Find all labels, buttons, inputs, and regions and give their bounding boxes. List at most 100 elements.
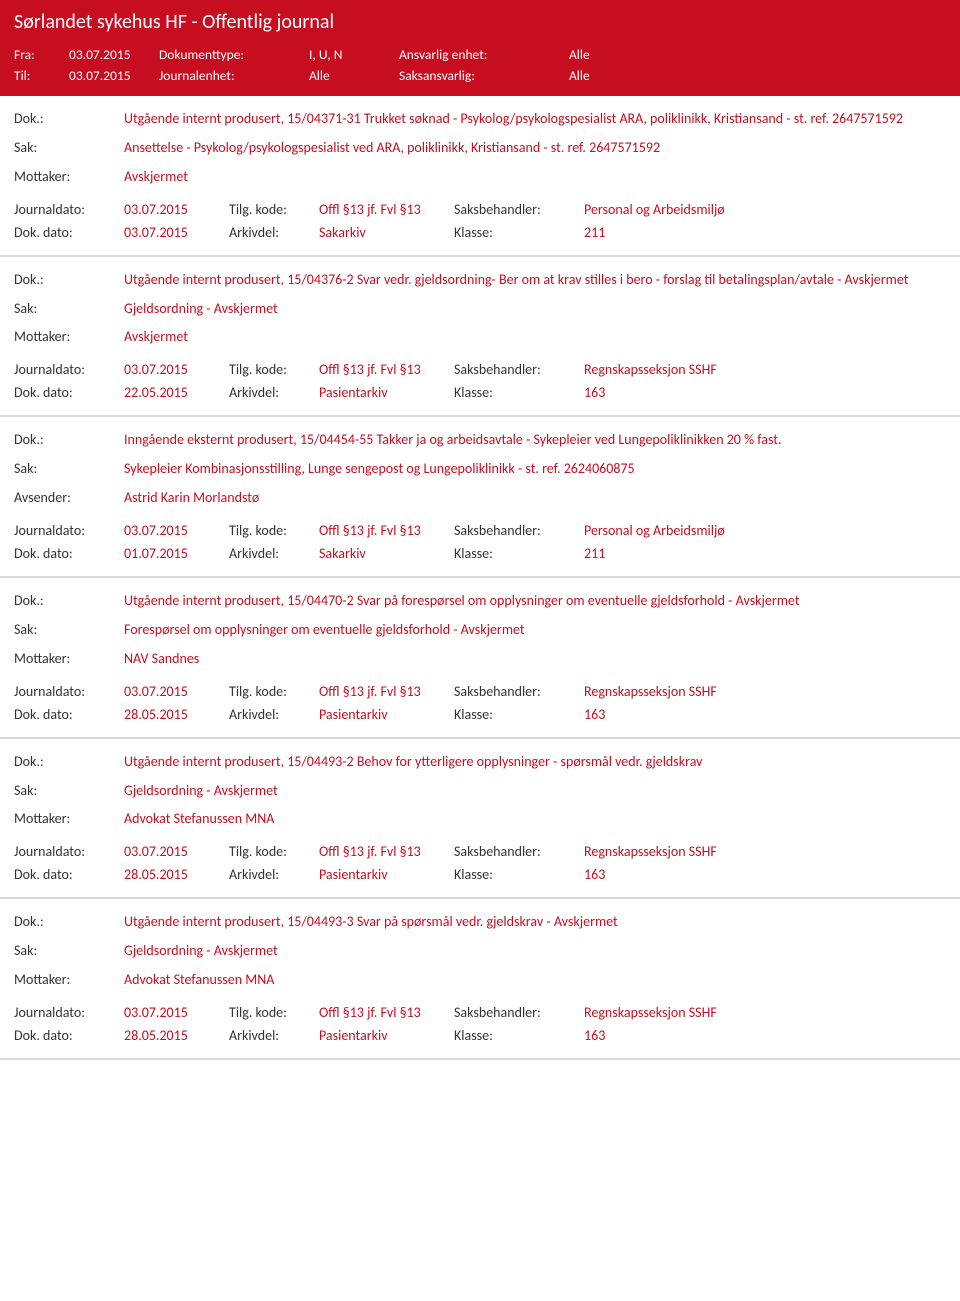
party-value: Astrid Karin Morlandstø (124, 489, 946, 508)
filter-doktype-label: Dokumenttype: (159, 46, 309, 63)
klasse-value: 211 (584, 545, 946, 562)
saksbehandler-label: Saksbehandler: (454, 522, 584, 539)
journal-entry: Dok.: Inngående eksternt produsert, 15/0… (0, 417, 960, 578)
filter-saksansvarlig-label: Saksansvarlig: (399, 67, 569, 84)
dokdato-label: Dok. dato: (14, 545, 124, 562)
journaldato-value: 03.07.2015 (124, 522, 229, 539)
tilg-label: Tilg. kode: (229, 843, 319, 860)
party-value: Avskjermet (124, 168, 946, 187)
klasse-label: Klasse: (454, 384, 584, 401)
filter-fra-value: 03.07.2015 (69, 46, 159, 63)
sak-label: Sak: (14, 942, 124, 961)
journal-entry: Dok.: Utgående internt produsert, 15/044… (0, 578, 960, 739)
journaldato-label: Journaldato: (14, 1004, 124, 1021)
sak-label: Sak: (14, 621, 124, 640)
dokdato-label: Dok. dato: (14, 1027, 124, 1044)
tilg-label: Tilg. kode: (229, 1004, 319, 1021)
sak-label: Sak: (14, 300, 124, 319)
klasse-label: Klasse: (454, 706, 584, 723)
sak-label: Sak: (14, 460, 124, 479)
tilg-label: Tilg. kode: (229, 683, 319, 700)
dok-label: Dok.: (14, 431, 124, 450)
dok-label: Dok.: (14, 592, 124, 611)
dokdato-label: Dok. dato: (14, 384, 124, 401)
filter-journalenhet-value: Alle (309, 67, 399, 84)
dok-value: Utgående internt produsert, 15/04493-2 B… (124, 753, 946, 772)
journaldato-value: 03.07.2015 (124, 201, 229, 218)
sak-value: Gjeldsordning - Avskjermet (124, 942, 946, 961)
klasse-label: Klasse: (454, 224, 584, 241)
saksbehandler-value: Personal og Arbeidsmiljø (584, 522, 946, 539)
dok-label: Dok.: (14, 753, 124, 772)
saksbehandler-label: Saksbehandler: (454, 201, 584, 218)
tilg-value: Offl §13 jf. Fvl §13 (319, 361, 454, 378)
arkivdel-value: Pasientarkiv (319, 866, 454, 883)
journaldato-label: Journaldato: (14, 201, 124, 218)
tilg-value: Offl §13 jf. Fvl §13 (319, 201, 454, 218)
filter-ansvarlig-label: Ansvarlig enhet: (399, 46, 569, 63)
dokdato-value: 01.07.2015 (124, 545, 229, 562)
dok-label: Dok.: (14, 110, 124, 129)
saksbehandler-value: Regnskapsseksjon SSHF (584, 1004, 946, 1021)
journal-entry: Dok.: Utgående internt produsert, 15/044… (0, 739, 960, 900)
filter-til-value: 03.07.2015 (69, 67, 159, 84)
saksbehandler-label: Saksbehandler: (454, 361, 584, 378)
dokdato-value: 28.05.2015 (124, 866, 229, 883)
party-value: Avskjermet (124, 328, 946, 347)
tilg-value: Offl §13 jf. Fvl §13 (319, 683, 454, 700)
dok-value: Utgående internt produsert, 15/04470-2 S… (124, 592, 946, 611)
dokdato-label: Dok. dato: (14, 706, 124, 723)
arkivdel-value: Pasientarkiv (319, 706, 454, 723)
filter-bar: Fra: 03.07.2015 Dokumenttype: I, U, N An… (0, 40, 960, 96)
arkivdel-label: Arkivdel: (229, 384, 319, 401)
party-value: NAV Sandnes (124, 650, 946, 669)
dok-value: Utgående internt produsert, 15/04493-3 S… (124, 913, 946, 932)
tilg-value: Offl §13 jf. Fvl §13 (319, 522, 454, 539)
filter-doktype-value: I, U, N (309, 46, 399, 63)
dok-value: Utgående internt produsert, 15/04376-2 S… (124, 271, 946, 290)
journaldato-label: Journaldato: (14, 843, 124, 860)
journaldato-value: 03.07.2015 (124, 683, 229, 700)
filter-til-label: Til: (14, 67, 69, 84)
klasse-label: Klasse: (454, 1027, 584, 1044)
journal-entry: Dok.: Utgående internt produsert, 15/043… (0, 96, 960, 257)
filter-saksansvarlig-value: Alle (569, 67, 946, 84)
sak-label: Sak: (14, 782, 124, 801)
dokdato-value: 03.07.2015 (124, 224, 229, 241)
klasse-value: 163 (584, 866, 946, 883)
tilg-value: Offl §13 jf. Fvl §13 (319, 1004, 454, 1021)
tilg-label: Tilg. kode: (229, 201, 319, 218)
sak-label: Sak: (14, 139, 124, 158)
klasse-label: Klasse: (454, 545, 584, 562)
arkivdel-value: Sakarkiv (319, 224, 454, 241)
journaldato-value: 03.07.2015 (124, 361, 229, 378)
saksbehandler-label: Saksbehandler: (454, 683, 584, 700)
arkivdel-value: Pasientarkiv (319, 384, 454, 401)
klasse-value: 163 (584, 706, 946, 723)
party-value: Advokat Stefanussen MNA (124, 810, 946, 829)
tilg-label: Tilg. kode: (229, 361, 319, 378)
filter-ansvarlig-value: Alle (569, 46, 946, 63)
journaldato-label: Journaldato: (14, 522, 124, 539)
saksbehandler-label: Saksbehandler: (454, 1004, 584, 1021)
dokdato-value: 28.05.2015 (124, 1027, 229, 1044)
klasse-label: Klasse: (454, 866, 584, 883)
page-title: Sørlandet sykehus HF - Offentlig journal (0, 0, 960, 40)
arkivdel-label: Arkivdel: (229, 224, 319, 241)
journaldato-value: 03.07.2015 (124, 1004, 229, 1021)
party-value: Advokat Stefanussen MNA (124, 971, 946, 990)
journaldato-label: Journaldato: (14, 683, 124, 700)
klasse-value: 163 (584, 384, 946, 401)
tilg-label: Tilg. kode: (229, 522, 319, 539)
dokdato-value: 22.05.2015 (124, 384, 229, 401)
tilg-value: Offl §13 jf. Fvl §13 (319, 843, 454, 860)
journaldato-value: 03.07.2015 (124, 843, 229, 860)
party-label: Mottaker: (14, 650, 124, 669)
sak-value: Gjeldsordning - Avskjermet (124, 782, 946, 801)
dokdato-value: 28.05.2015 (124, 706, 229, 723)
dok-value: Inngående eksternt produsert, 15/04454-5… (124, 431, 946, 450)
journal-entry: Dok.: Utgående internt produsert, 15/044… (0, 899, 960, 1060)
saksbehandler-value: Regnskapsseksjon SSHF (584, 361, 946, 378)
dokdato-label: Dok. dato: (14, 224, 124, 241)
dok-label: Dok.: (14, 271, 124, 290)
